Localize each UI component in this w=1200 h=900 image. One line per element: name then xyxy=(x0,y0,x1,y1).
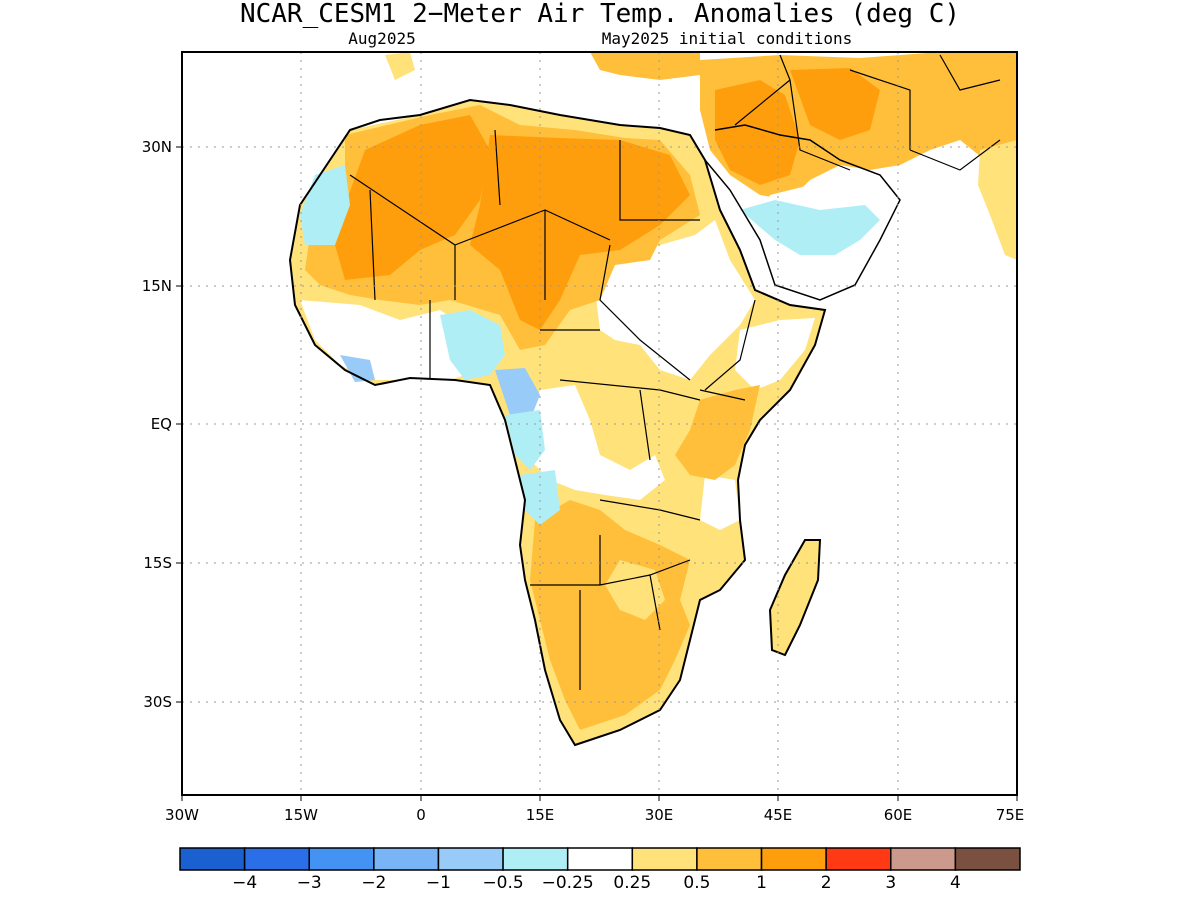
y-axis: 30N 15N EQ 15S 30S xyxy=(142,138,182,711)
colorbar-swatch xyxy=(179,847,246,871)
map-subtitle-left: Aug2025 xyxy=(348,29,415,48)
x-tick-label: 15W xyxy=(284,806,318,824)
madagascar-coastline xyxy=(768,539,822,657)
x-tick-label: 60E xyxy=(884,806,913,824)
colorbar-swatch xyxy=(890,847,957,871)
x-tick-label: 30E xyxy=(645,806,674,824)
x-tick-label: 0 xyxy=(416,806,426,824)
gridlines xyxy=(182,52,1017,795)
map-title: NCAR_CESM1 2−Meter Air Temp. Anomalies (… xyxy=(240,0,960,29)
anomaly-cool-liberia xyxy=(340,355,375,382)
colorbar-swatch xyxy=(696,847,763,871)
colorbar-swatch xyxy=(631,847,698,871)
anomaly-warm-india xyxy=(978,140,1017,260)
x-tick-label: 75E xyxy=(996,806,1025,824)
anomaly-neutral-congo xyxy=(525,385,665,500)
colorbar-label: −0.5 xyxy=(482,873,523,893)
x-tick-label: 30W xyxy=(165,806,199,824)
colorbar-swatch xyxy=(502,847,569,871)
colorbar-label: 3 xyxy=(885,873,896,893)
colorbar-swatch xyxy=(760,847,827,871)
map-plot-area xyxy=(182,52,1017,795)
anomaly-neutral-horn xyxy=(735,318,815,390)
colorbar-swatch xyxy=(373,847,440,871)
y-tick-label: 15S xyxy=(143,554,172,572)
colorbar-label: 0.5 xyxy=(683,873,710,893)
colorbar-label: −3 xyxy=(297,873,322,893)
x-tick-label: 45E xyxy=(764,806,793,824)
anomaly-hot-iraq xyxy=(715,80,800,185)
anomaly-hot-sahara-central xyxy=(470,135,690,330)
anomaly-warm-southern xyxy=(530,500,690,730)
colorbar-label: 1 xyxy=(756,873,767,893)
madagascar-anomaly xyxy=(770,540,820,655)
x-tick-label: 15E xyxy=(526,806,555,824)
y-tick-label: 30S xyxy=(143,693,172,711)
anomaly-cool-angola xyxy=(520,470,560,525)
colorbar-swatch xyxy=(308,847,375,871)
colorbar-label: −0.25 xyxy=(542,873,594,893)
y-tick-label: 15N xyxy=(142,277,172,295)
map-subtitle-right: May2025 initial conditions xyxy=(602,29,852,48)
africa-coastline xyxy=(288,98,827,747)
anomaly-warm-iberia xyxy=(385,52,415,80)
colorbar-swatch xyxy=(243,847,310,871)
colorbar-swatch xyxy=(566,847,634,871)
y-tick-label: 30N xyxy=(142,138,172,156)
colorbar-label: −1 xyxy=(426,873,451,893)
anomaly-warm-east-africa xyxy=(675,385,760,480)
anomaly-hot-iran xyxy=(790,68,880,140)
arabia-coastline xyxy=(704,124,901,301)
country-borders xyxy=(349,129,756,690)
colorbar-swatch xyxy=(825,847,892,871)
anomaly-neutral-east xyxy=(700,475,740,530)
anomaly-warm-europe xyxy=(590,52,700,80)
x-axis: 30W 15W 0 15E 30E 45E 60E 75E xyxy=(165,795,1024,824)
anomaly-cool-guinea xyxy=(440,310,505,380)
colorbar-label: 4 xyxy=(950,873,961,893)
anomaly-cool-arabia xyxy=(740,200,880,255)
colorbar-swatch xyxy=(954,847,1021,871)
colorbar-label: 0.25 xyxy=(613,873,651,893)
mideast-borders xyxy=(734,54,1001,171)
y-tick-label: EQ xyxy=(151,415,172,433)
anomaly-cool-gabon xyxy=(505,410,545,470)
colorbar-swatch xyxy=(437,847,504,871)
anomaly-cool-cameroon xyxy=(495,368,540,420)
colorbar-label: −2 xyxy=(361,873,386,893)
anomaly-hot-sahara-west xyxy=(335,115,490,280)
colorbar: −4 −3 −2 −1 −0.5 −0.25 0.25 0.5 1 2 3 4 xyxy=(179,847,1021,893)
colorbar-label: −4 xyxy=(232,873,257,893)
colorbar-label: 2 xyxy=(821,873,832,893)
